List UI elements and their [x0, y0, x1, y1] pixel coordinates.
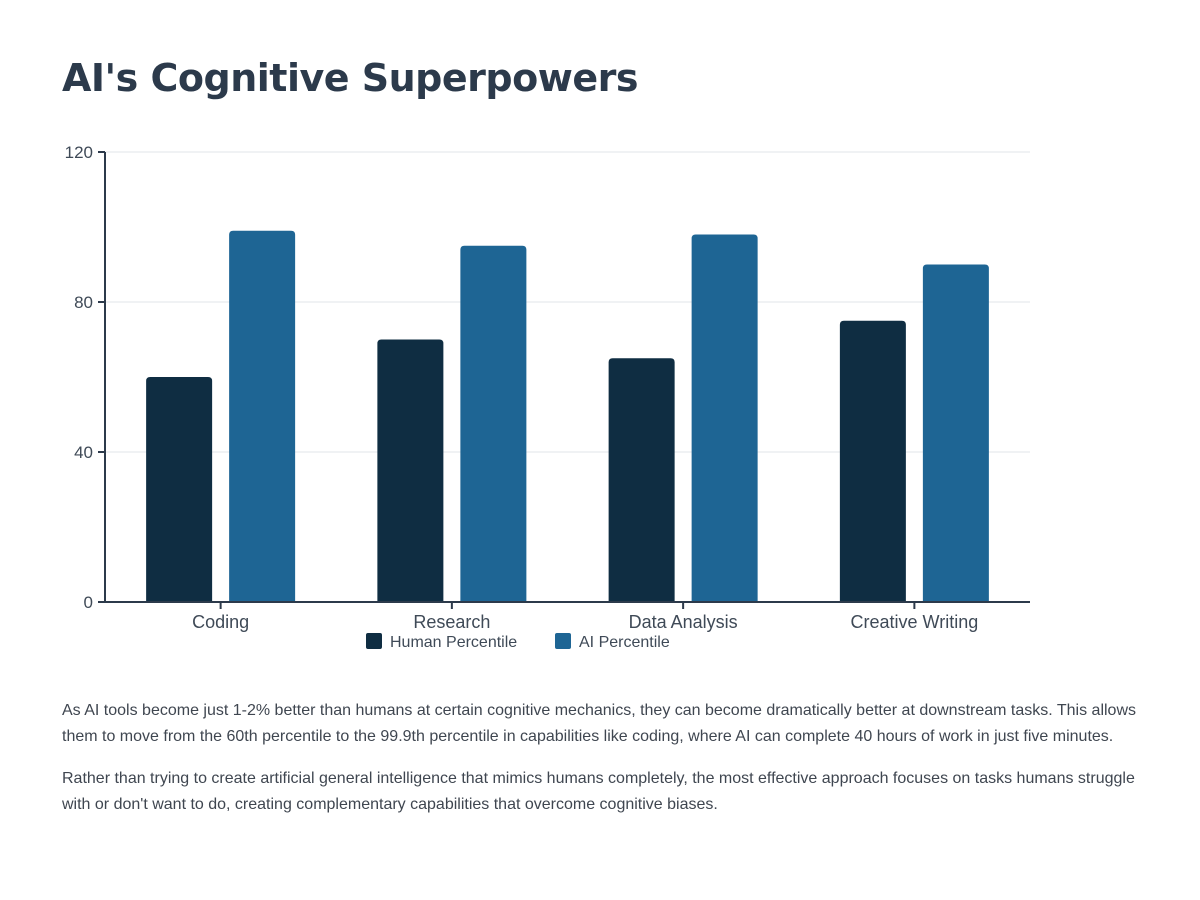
y-tick-label-80: 80 — [74, 293, 93, 312]
bar-ai-research — [460, 245, 527, 602]
x-tick-label-creative-writing: Creative Writing — [851, 612, 979, 632]
legend-label-human: Human Percentile — [390, 634, 517, 651]
y-tick-label-0: 0 — [84, 593, 93, 612]
chart-container: 0 40 80 120 Coding Research Data Analysis Creat… — [0, 130, 1200, 670]
y-tick-label-40: 40 — [74, 443, 93, 462]
bar-ai-coding — [229, 230, 296, 602]
legend-label-ai: AI Percentile — [579, 634, 670, 651]
x-tick-label-data-analysis: Data Analysis — [629, 612, 738, 632]
page-title: AI's Cognitive Superpowers — [62, 56, 638, 100]
x-tick-label-research: Research — [413, 612, 490, 632]
bar-human-creative-writing — [839, 320, 906, 602]
paragraph-2: Rather than trying to create artificial … — [62, 770, 1135, 813]
bar-human-coding — [146, 377, 213, 602]
paragraph-1: As AI tools become just 1-2% better than… — [62, 702, 1136, 745]
bar-human-data-analysis — [608, 358, 675, 602]
bar-ai-data-analysis — [691, 234, 758, 602]
bar-ai-creative-writing — [922, 264, 989, 602]
y-tick-label-120: 120 — [65, 143, 93, 162]
x-tick-label-coding: Coding — [192, 612, 249, 632]
legend-swatch-ai — [555, 633, 571, 649]
bar-chart: 0 40 80 120 Coding Research Data Analysis Creat… — [65, 143, 1030, 651]
bar-human-research — [377, 339, 444, 602]
legend-swatch-human — [366, 633, 382, 649]
description: As AI tools become just 1-2% better than… — [62, 698, 1142, 834]
